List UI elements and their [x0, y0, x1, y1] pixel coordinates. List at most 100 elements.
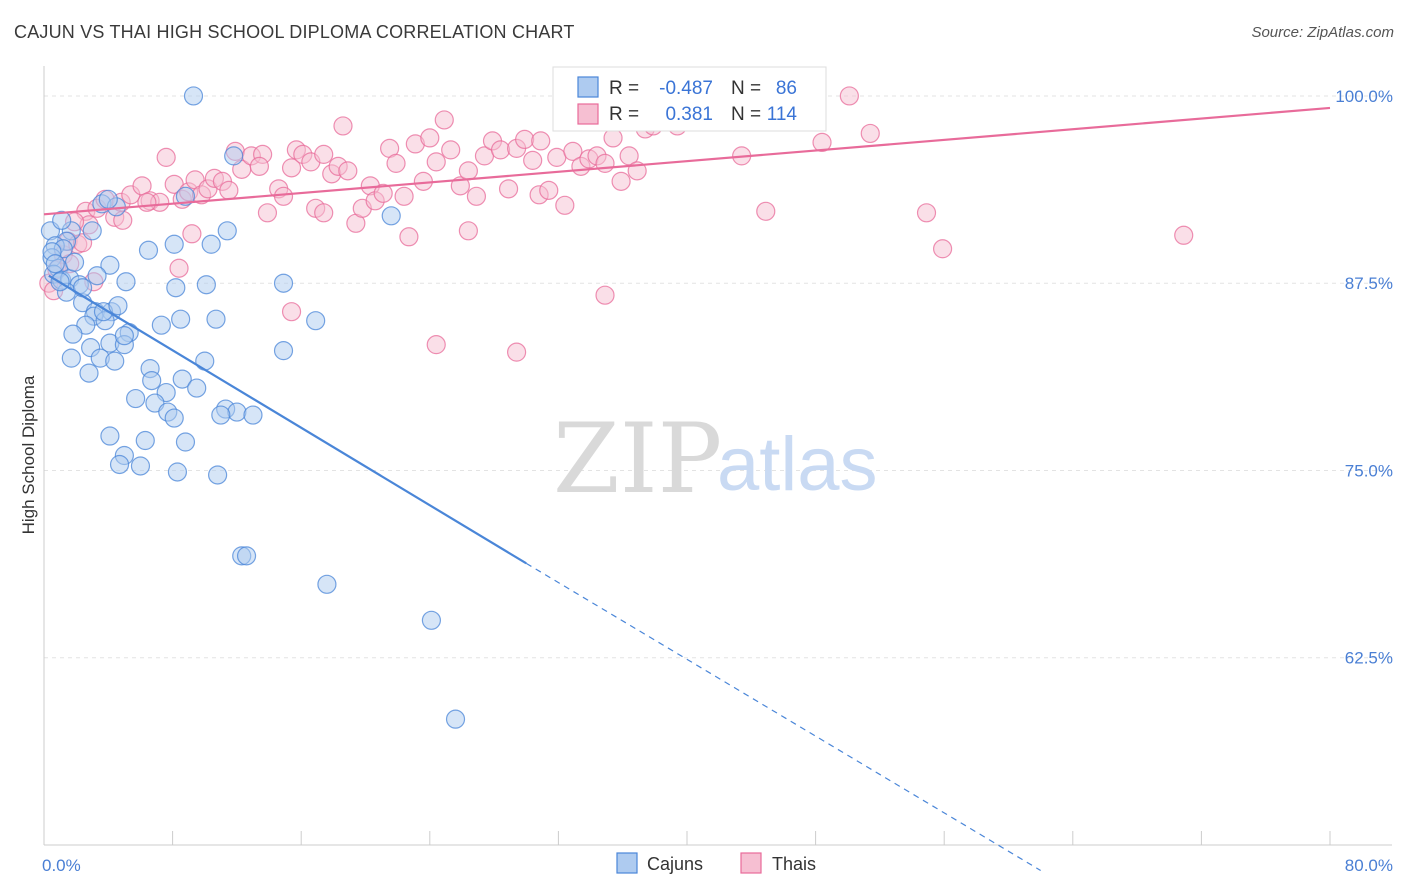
point-cajuns-72 — [108, 296, 128, 316]
point-thais-110 — [249, 156, 270, 176]
stats-swatch-thais — [577, 103, 599, 125]
point-cajuns-42 — [164, 408, 184, 428]
stats-r-value-cajuns: -0.487 — [659, 78, 713, 99]
point-thais-104 — [169, 258, 189, 278]
y-tick-label-0: 100.0% — [1335, 87, 1393, 106]
point-thais-97 — [916, 203, 937, 223]
chart-title: CAJUN VS THAI HIGH SCHOOL DIPLOMA CORREL… — [14, 22, 575, 42]
point-thais-50 — [373, 183, 393, 203]
point-cajuns-33 — [187, 378, 207, 398]
point-thais-79 — [595, 153, 615, 173]
trend-line-cajuns — [48, 274, 527, 565]
point-cajuns-48 — [130, 456, 151, 476]
point-cajuns-57 — [306, 311, 326, 331]
point-cajuns-30 — [142, 370, 162, 391]
legend: Cajuns Thais — [616, 852, 816, 874]
point-thais-59 — [434, 110, 454, 130]
point-thais-111 — [314, 144, 334, 164]
y-tick-label-1: 87.5% — [1345, 274, 1393, 293]
y-tick-label-2: 75.0% — [1345, 461, 1393, 480]
y-axis-title: High School Diploma — [19, 375, 38, 534]
stats-r-value-thais: 0.381 — [665, 104, 713, 125]
point-thais-70 — [523, 150, 543, 170]
point-cajuns-59 — [196, 275, 216, 295]
point-thais-69 — [515, 129, 535, 150]
point-cajuns-78 — [52, 210, 72, 230]
point-thais-74 — [555, 195, 575, 215]
point-thais-103 — [281, 302, 302, 322]
point-thais-98 — [932, 239, 953, 259]
point-cajuns-67 — [87, 266, 107, 286]
stats-n-label-thais: N = — [731, 104, 761, 125]
point-cajuns-70 — [206, 309, 226, 329]
gridlines — [44, 95, 1392, 659]
point-cajuns-61 — [201, 234, 221, 254]
point-thais-63 — [466, 186, 487, 206]
point-thais-35 — [273, 186, 294, 206]
legend-label-thais: Thais — [772, 854, 816, 874]
point-cajuns-60 — [166, 278, 186, 298]
point-thais-54 — [399, 227, 419, 247]
point-cajuns-81 — [64, 252, 85, 272]
point-thais-81 — [611, 171, 631, 191]
trend-lines — [43, 106, 1331, 871]
stats-r-label-thais: R = — [609, 104, 639, 125]
point-thais-28 — [219, 180, 239, 200]
trend-line-cajuns-extension — [525, 562, 1041, 871]
stats-n-value-thais: 114 — [767, 104, 798, 125]
point-cajuns-75 — [224, 146, 244, 166]
source-label: Source: ZipAtlas.com — [1251, 24, 1394, 41]
point-cajuns-35 — [126, 388, 146, 409]
point-thais-52 — [386, 153, 406, 173]
point-thais-66 — [490, 140, 511, 160]
point-thais-18 — [156, 147, 176, 167]
point-cajuns-45 — [175, 432, 196, 452]
point-thais-58 — [426, 152, 446, 172]
legend-swatch-cajuns — [616, 852, 638, 874]
point-thais-41 — [314, 203, 334, 223]
point-cajuns-32 — [195, 351, 215, 371]
point-thais-36 — [281, 158, 302, 178]
point-thais-112 — [531, 131, 551, 151]
point-cajuns-58 — [273, 273, 294, 293]
x-tick-label-1: 80.0% — [1345, 856, 1393, 875]
point-cajuns-43 — [100, 426, 120, 446]
point-cajuns-55 — [445, 709, 466, 729]
stats-r-label-cajuns: R = — [609, 78, 639, 99]
point-cajuns-49 — [167, 462, 188, 482]
point-thais-100 — [595, 285, 615, 305]
point-cajuns-0 — [183, 86, 204, 106]
stats-n-label-cajuns: N = — [731, 78, 761, 99]
point-cajuns-62 — [217, 221, 237, 241]
x-tick-label-0: 0.0% — [42, 856, 81, 875]
point-cajuns-54 — [421, 610, 442, 630]
point-thais-96 — [860, 123, 880, 144]
point-cajuns-82 — [72, 278, 93, 298]
point-thais-33 — [257, 203, 278, 223]
point-thais-99 — [1174, 225, 1194, 245]
point-cajuns-85 — [98, 189, 118, 209]
tick-labels: 100.0% 87.5% 75.0% 62.5% 0.0% 80.0% — [42, 87, 1393, 875]
series-cajuns-points — [40, 86, 466, 729]
point-thais-62 — [458, 161, 478, 181]
point-thais-57 — [420, 128, 440, 148]
point-thais-109 — [458, 221, 478, 241]
point-thais-95 — [839, 86, 859, 106]
point-thais-101 — [426, 335, 446, 355]
stats-n-value-cajuns: 86 — [776, 78, 797, 99]
point-thais-53 — [394, 186, 414, 206]
point-thais-106 — [137, 192, 157, 212]
point-cajuns-52 — [236, 546, 257, 566]
point-thais-45 — [338, 161, 358, 181]
point-cajuns-40 — [243, 405, 263, 425]
point-cajuns-69 — [171, 309, 191, 329]
point-cajuns-73 — [114, 326, 134, 346]
point-cajuns-29 — [79, 363, 99, 383]
point-cajuns-31 — [172, 369, 192, 389]
point-cajuns-20 — [63, 324, 83, 344]
point-cajuns-76 — [175, 186, 196, 206]
stats-swatch-cajuns — [577, 76, 599, 98]
legend-swatch-thais — [740, 852, 762, 874]
point-cajuns-41 — [211, 405, 231, 425]
point-thais-67 — [498, 179, 519, 199]
